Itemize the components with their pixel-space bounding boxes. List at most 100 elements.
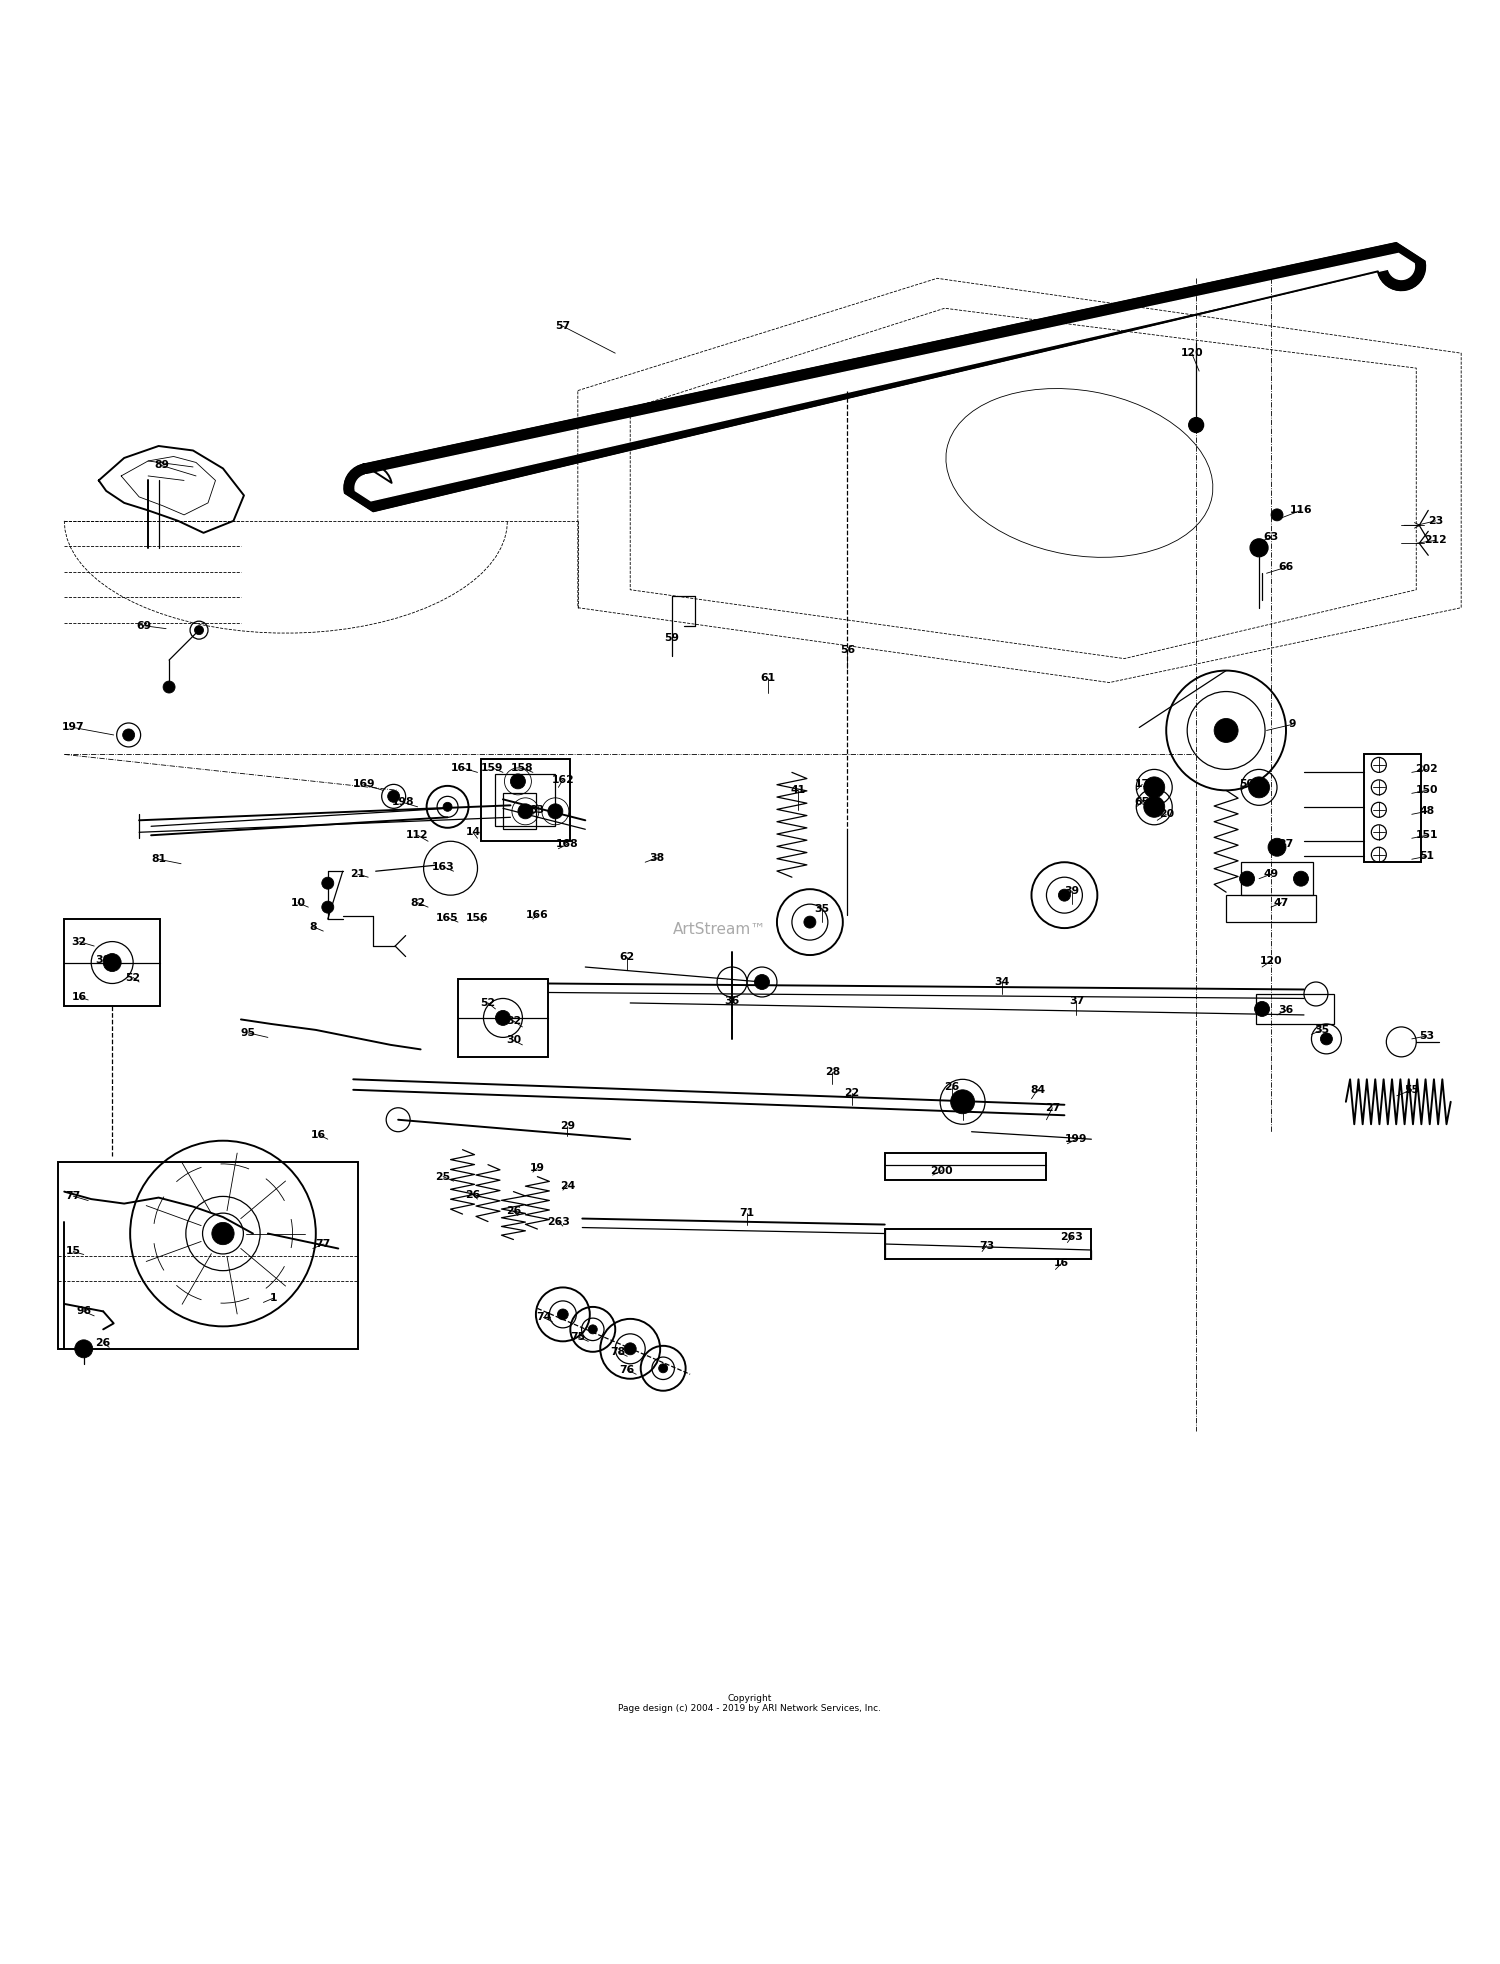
Circle shape	[1144, 778, 1164, 797]
Polygon shape	[356, 253, 1414, 501]
Text: 26: 26	[96, 1337, 111, 1347]
Text: 59: 59	[664, 632, 680, 642]
Bar	[495, 774, 555, 827]
Text: 52: 52	[126, 972, 141, 982]
Text: 199: 199	[1065, 1133, 1088, 1145]
Text: 41: 41	[790, 786, 806, 795]
Text: 75: 75	[570, 1332, 585, 1341]
Text: 81: 81	[152, 854, 166, 864]
Text: 26: 26	[945, 1082, 960, 1092]
Text: 14: 14	[465, 827, 480, 837]
Text: 168: 168	[556, 839, 579, 848]
Text: 82: 82	[410, 898, 424, 907]
Text: 96: 96	[76, 1306, 92, 1316]
Text: 15: 15	[66, 1247, 81, 1257]
Text: 49: 49	[1263, 870, 1278, 880]
Circle shape	[558, 1308, 568, 1320]
Text: 16: 16	[310, 1129, 327, 1139]
Text: 89: 89	[154, 460, 170, 471]
Bar	[458, 978, 548, 1057]
Text: 16: 16	[956, 1102, 970, 1114]
Text: 26: 26	[465, 1190, 480, 1200]
Bar	[58, 1161, 357, 1349]
Circle shape	[951, 1090, 975, 1114]
Text: 16: 16	[1054, 1259, 1070, 1269]
Circle shape	[1248, 778, 1269, 797]
Text: 202: 202	[1416, 764, 1438, 774]
Circle shape	[495, 1009, 510, 1025]
Circle shape	[1059, 890, 1071, 901]
Bar	[1256, 994, 1334, 1023]
Text: 48: 48	[1419, 807, 1434, 817]
Text: 1: 1	[270, 1292, 278, 1302]
Text: 27: 27	[1046, 1102, 1060, 1114]
Circle shape	[588, 1326, 597, 1334]
Bar	[885, 1229, 1092, 1259]
Text: 25: 25	[435, 1173, 450, 1182]
Text: 32: 32	[72, 937, 87, 947]
Circle shape	[754, 974, 770, 990]
Text: 166: 166	[526, 909, 549, 919]
Text: 61: 61	[760, 674, 776, 683]
Text: 162: 162	[552, 776, 574, 786]
Text: 65: 65	[1134, 797, 1150, 807]
Text: 74: 74	[536, 1312, 550, 1322]
Text: Copyright
Page design (c) 2004 - 2019 by ARI Network Services, Inc.: Copyright Page design (c) 2004 - 2019 by…	[618, 1695, 882, 1713]
Circle shape	[104, 955, 122, 972]
Circle shape	[1250, 538, 1268, 556]
Circle shape	[1254, 1002, 1269, 1017]
Circle shape	[195, 627, 204, 634]
Text: 63: 63	[1263, 532, 1278, 542]
Text: 22: 22	[844, 1088, 859, 1098]
Text: 78: 78	[610, 1347, 626, 1357]
Text: 83: 83	[530, 805, 544, 815]
Circle shape	[1144, 795, 1164, 817]
Circle shape	[510, 774, 525, 790]
Bar	[1364, 754, 1420, 862]
Circle shape	[1214, 719, 1237, 742]
Text: 36: 36	[724, 996, 740, 1006]
Text: 8: 8	[309, 921, 316, 931]
Text: 27: 27	[1278, 839, 1293, 848]
Bar	[1240, 862, 1312, 896]
Text: 69: 69	[136, 621, 152, 630]
Text: 263: 263	[1060, 1231, 1083, 1241]
Text: 35: 35	[815, 903, 830, 913]
Text: 16: 16	[72, 992, 87, 1002]
Circle shape	[442, 803, 452, 811]
Circle shape	[1270, 509, 1282, 520]
Bar	[1226, 896, 1316, 923]
Text: ArtStream™: ArtStream™	[674, 921, 766, 937]
Circle shape	[387, 790, 399, 803]
Text: 24: 24	[560, 1180, 574, 1190]
Circle shape	[322, 901, 334, 913]
Text: 9: 9	[1288, 719, 1296, 729]
Text: 212: 212	[1425, 536, 1448, 546]
Text: 38: 38	[650, 852, 664, 862]
Circle shape	[211, 1222, 234, 1245]
Text: 112: 112	[406, 831, 429, 841]
Bar	[64, 919, 160, 1006]
Text: 77: 77	[315, 1239, 332, 1249]
Text: 37: 37	[1070, 996, 1084, 1006]
Text: 19: 19	[530, 1163, 544, 1173]
Text: 263: 263	[548, 1216, 570, 1228]
Text: 200: 200	[930, 1167, 952, 1176]
Text: 120: 120	[1260, 956, 1282, 966]
Circle shape	[202, 1214, 243, 1253]
Text: 158: 158	[512, 762, 534, 774]
Text: 47: 47	[1274, 898, 1288, 907]
Text: 77: 77	[66, 1190, 81, 1202]
Text: 32: 32	[506, 1015, 520, 1025]
Text: 35: 35	[1314, 1025, 1329, 1035]
Text: 56: 56	[840, 644, 855, 654]
Text: 159: 159	[482, 762, 504, 774]
Bar	[480, 758, 570, 841]
Circle shape	[658, 1363, 668, 1373]
Circle shape	[804, 915, 816, 929]
Text: 36: 36	[1278, 1006, 1293, 1015]
Bar	[885, 1153, 1047, 1180]
Circle shape	[1268, 839, 1286, 856]
Circle shape	[164, 682, 176, 693]
Bar	[503, 793, 536, 829]
